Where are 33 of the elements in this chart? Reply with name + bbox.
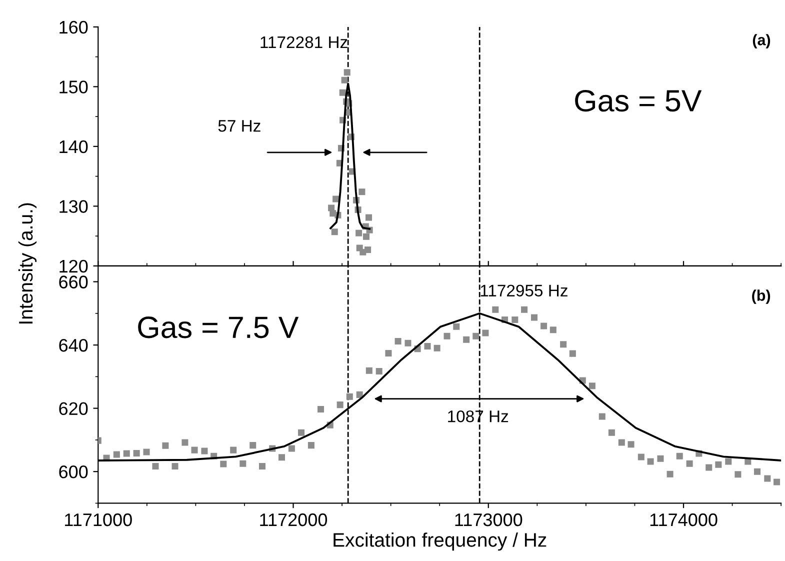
annotation: (b): [752, 290, 770, 304]
y-tick-label: 620: [59, 402, 88, 416]
y-tick-label: 660: [59, 276, 88, 288]
point: [356, 230, 362, 236]
x-tick-label: 1174000: [650, 513, 718, 526]
y-tick-label: 120: [60, 260, 88, 273]
x-tick-label: 1171000: [65, 513, 132, 526]
annotation: Gas = 7.5 V: [138, 316, 299, 338]
y-tick-label: 140: [60, 140, 88, 154]
point: [358, 188, 366, 196]
point: [362, 233, 370, 240]
point: [341, 76, 348, 84]
point: [344, 69, 350, 76]
point: [332, 196, 340, 202]
y-axis-title: Intensity (a.u.): [18, 203, 37, 324]
x-axis-title: Excitation frequency / Hz: [334, 532, 546, 551]
ref-line-label: 1172955 Hz: [480, 284, 568, 296]
annotation: Gas = 5V: [575, 90, 702, 112]
annotation: 1087 Hz: [448, 410, 508, 422]
annotation: (a): [752, 34, 770, 48]
x-tick-label: 1172000: [260, 513, 328, 526]
y-tick-label: 640: [59, 338, 88, 352]
x-tick-label: 1173000: [455, 513, 522, 526]
point: [364, 246, 372, 254]
y-tick-label: 130: [60, 200, 88, 213]
y-tick-label: 150: [60, 80, 88, 94]
annotation: 57 Hz: [218, 120, 260, 132]
point: [339, 89, 346, 96]
y-tick-label: 600: [59, 466, 88, 478]
ref-line-label: 1172281 Hz: [260, 36, 348, 48]
y-tick-label: 160: [60, 20, 88, 34]
point: [366, 214, 372, 221]
point: [331, 228, 338, 236]
